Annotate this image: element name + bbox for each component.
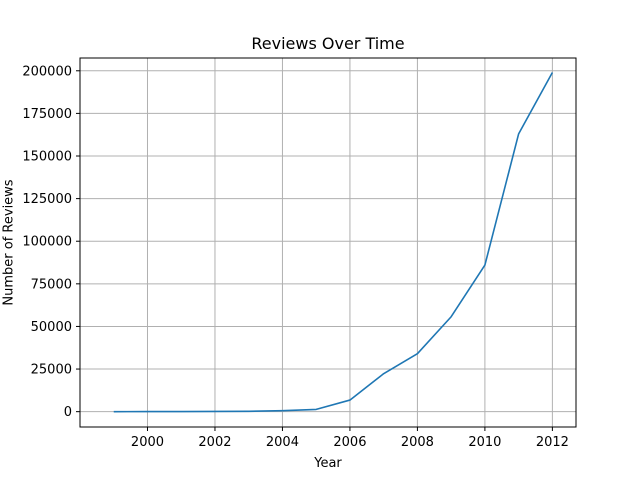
- plot-frame: [79, 57, 577, 428]
- y-axis-ticks: 0 25000 50000 75000 100000 125000 150000 175000…: [22, 64, 80, 420]
- x-axis-title: Year: [313, 456, 342, 471]
- x-tick-label: 2006: [333, 435, 366, 450]
- x-tick-label: 2004: [266, 435, 299, 450]
- x-tick-label: 2000: [131, 435, 164, 450]
- y-tick-label: 150000: [22, 150, 72, 165]
- x-axis-ticks: 2000 2002 2004 2006 2008 2010 2012: [131, 427, 569, 450]
- x-tick-label: 2012: [536, 435, 569, 450]
- y-axis-title: Number of Reviews: [2, 179, 17, 305]
- x-tick-label: 2008: [401, 435, 434, 450]
- y-tick-label: 175000: [22, 107, 72, 122]
- x-tick-label: 2002: [198, 435, 231, 450]
- y-tick-label: 200000: [22, 64, 72, 79]
- series-layer: [113, 72, 554, 413]
- series-line: [113, 72, 554, 413]
- y-tick-label: 100000: [22, 235, 72, 250]
- y-tick-label: 125000: [22, 192, 72, 207]
- y-tick-label: 25000: [31, 363, 72, 378]
- y-tick-label: 0: [64, 405, 72, 420]
- y-tick-label: 50000: [31, 320, 72, 335]
- y-tick-label: 75000: [31, 277, 72, 292]
- x-tick-label: 2010: [468, 435, 501, 450]
- chart-title: Reviews Over Time: [251, 34, 404, 53]
